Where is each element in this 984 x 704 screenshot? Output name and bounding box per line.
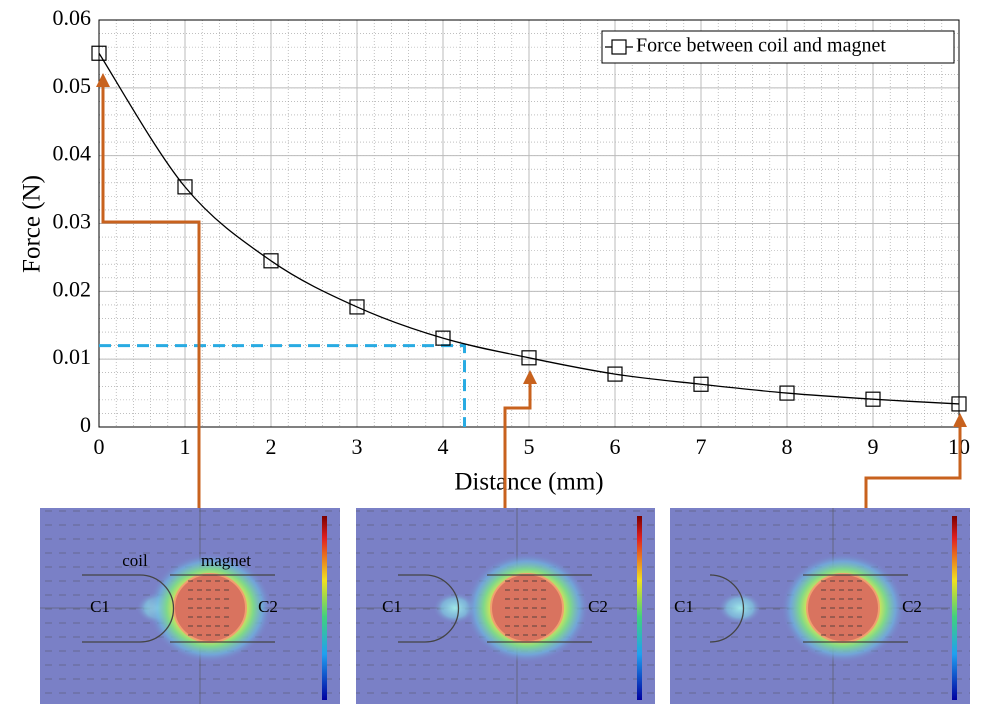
connector-head: [953, 413, 967, 427]
x-tick-label: 8: [782, 434, 793, 459]
inset-label: C2: [902, 597, 922, 616]
connector-head: [523, 370, 537, 384]
data-point: [779, 385, 795, 401]
inset: C1 C2: [356, 508, 655, 704]
data-point: [349, 299, 365, 315]
data-point: [91, 45, 107, 61]
legend-label: Force between coil and magnet: [636, 35, 886, 57]
coil: [82, 574, 275, 643]
y-tick-label: 0.01: [53, 344, 92, 369]
inset-label: coil: [122, 551, 148, 570]
inset-label: C2: [258, 597, 278, 616]
connector: [864, 421, 962, 508]
inset-label: C2: [588, 597, 608, 616]
x-tick-label: 6: [610, 434, 621, 459]
data-point: [521, 350, 537, 366]
x-tick-label: 4: [438, 434, 449, 459]
data-point: [607, 366, 623, 382]
series-line: [98, 52, 960, 405]
y-tick-label: 0.06: [53, 5, 92, 30]
plot-frame: [98, 19, 960, 428]
y-axis-label: Force (N): [19, 175, 46, 273]
x-tick-label: 9: [868, 434, 879, 459]
data-point: [951, 396, 967, 412]
reference-line: [99, 344, 466, 427]
field-small: [718, 592, 762, 624]
x-tick-label: 3: [352, 434, 363, 459]
connector: [503, 378, 532, 508]
inset-label: magnet: [201, 551, 251, 570]
insets: coil magnet C1 C2 C1 C2 C1 C2: [40, 73, 970, 704]
colorbar: [322, 516, 327, 700]
legend-marker: [611, 39, 627, 55]
colorbar: [637, 516, 642, 700]
data-point: [263, 253, 279, 269]
y-tick-label: 0.02: [53, 276, 92, 301]
inset: coil magnet C1 C2: [40, 508, 340, 704]
connector-head: [96, 73, 110, 87]
inset: C1 C2: [670, 508, 970, 704]
y-tick-label: 0: [80, 412, 91, 437]
data-point: [865, 391, 881, 407]
x-axis-label: Distance (mm): [454, 469, 603, 496]
y-tick-label: 0.04: [53, 141, 92, 166]
inset-label: C1: [382, 597, 402, 616]
x-tick-label: 2: [266, 434, 277, 459]
inset-label: C1: [90, 597, 110, 616]
x-tick-label: 7: [696, 434, 707, 459]
colorbar: [952, 516, 957, 700]
data-point: [693, 376, 709, 392]
connector: [101, 80, 201, 508]
x-tick-label: 1: [180, 434, 191, 459]
x-tick-label: 0: [94, 434, 105, 459]
coil: [709, 574, 908, 643]
data-point: [177, 179, 193, 195]
plot-area: 0 1 2 3 4 5 6 7 8 9 1000.010.020.030.040.050.06For…: [53, 5, 971, 459]
legend: Force between coil and magnet: [601, 30, 955, 64]
inset-label: C1: [674, 597, 694, 616]
x-tick-label: 5: [524, 434, 535, 459]
y-tick-label: 0.03: [53, 209, 92, 234]
legend-box: [601, 30, 955, 64]
data-point: [435, 330, 451, 346]
y-tick-label: 0.05: [53, 73, 92, 98]
coil: [398, 574, 592, 643]
